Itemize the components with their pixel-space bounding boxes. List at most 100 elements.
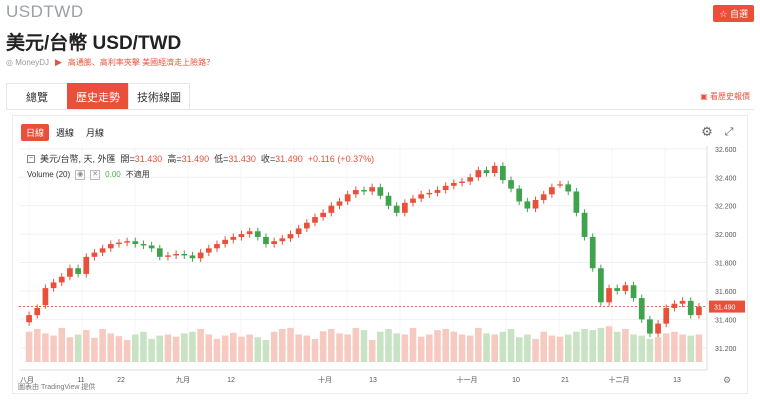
candle — [401, 202, 408, 213]
volume-bar — [393, 333, 400, 362]
close-icon[interactable]: ✕ — [90, 169, 101, 180]
add-watchlist-button[interactable]: ☆ 自選 — [713, 5, 754, 22]
y-tick-label: 32.200 — [715, 204, 737, 211]
range-tab-monthly[interactable]: 月線 — [86, 128, 105, 138]
axis-settings-icon[interactable]: ⚙ — [723, 376, 731, 386]
volume-bar — [238, 336, 245, 362]
candle — [303, 222, 310, 229]
candle — [124, 241, 130, 243]
volume-bar — [181, 333, 188, 362]
volume-bar — [548, 335, 556, 362]
volume-bar — [230, 332, 237, 362]
range-tab-weekly[interactable]: 週線 — [56, 128, 75, 138]
legend-high: 31.490 — [181, 154, 210, 164]
candle — [320, 212, 327, 218]
legend-change: +0.116 (+0.37%) — [307, 153, 375, 164]
range-tabs: 日線 週線 月線 — [21, 124, 109, 141]
tab-overview[interactable]: 總覽 — [6, 83, 68, 109]
volume-bar — [466, 335, 474, 362]
volume-bar — [499, 331, 507, 362]
x-tick-label: 八月 — [20, 376, 34, 384]
volume-bar — [679, 334, 686, 362]
candlestick-chart[interactable]: 31.200 31.400 31.600 31.800 32.000 32.200 32.4… — [13, 116, 749, 395]
volume-bar — [695, 334, 703, 362]
y-tick-label: 31.400 — [715, 317, 737, 324]
candle — [622, 285, 629, 291]
candle — [83, 256, 90, 274]
volume-bar — [630, 334, 637, 362]
play-icon: ▶ — [55, 57, 62, 67]
candle — [263, 236, 269, 245]
volume-bar — [205, 334, 213, 362]
tab-bar: 總覽 歷史走勢 技術線圖 — [6, 83, 190, 109]
volume-bar — [344, 334, 351, 362]
volume-bar — [613, 331, 621, 362]
chart-legend: − 美元/台幣, 天, 外匯 開=31.430 高=31.490 低=31.43… — [27, 152, 374, 165]
last-price-tag — [709, 300, 745, 313]
x-tick-label: 10 — [512, 377, 520, 384]
x-tick-label: 十月 — [318, 375, 332, 384]
candle — [671, 303, 678, 308]
volume-bar — [581, 329, 588, 362]
y-tick-label: 32.400 — [715, 175, 737, 182]
candle — [679, 300, 686, 304]
collapse-icon[interactable]: − — [27, 154, 35, 163]
volume-bar — [475, 327, 482, 362]
candle — [467, 177, 474, 182]
candle — [197, 252, 204, 259]
news-row: ◎ MoneyDJ ▶ 高通膨、高利率夾擊 美國經濟走上險路？ — [6, 57, 214, 68]
candle — [516, 188, 523, 202]
volume-bar — [483, 333, 490, 362]
candle — [655, 323, 661, 334]
volume-bar — [434, 330, 441, 362]
candle — [581, 212, 588, 237]
candle — [663, 308, 670, 324]
volume-bar — [417, 336, 425, 362]
history-quotes-link[interactable]: ▣ 看歷史報價 — [700, 92, 750, 101]
volume-bar — [74, 334, 82, 362]
candle — [369, 187, 376, 192]
x-tick-label: 13 — [673, 377, 681, 384]
gear-icon[interactable]: ⚙ — [701, 124, 713, 139]
tab-history[interactable]: 歷史走勢 — [67, 83, 129, 109]
candle — [687, 300, 694, 316]
volume-bar — [573, 331, 580, 362]
volume-bar — [360, 330, 368, 362]
candle — [418, 194, 425, 199]
candle — [459, 181, 465, 183]
range-tab-daily[interactable]: 日線 — [21, 124, 50, 141]
volume-bar — [671, 331, 678, 362]
volume-value: 0.00 — [105, 170, 121, 179]
candle — [67, 268, 73, 277]
candle — [565, 184, 572, 192]
volume-bar — [540, 331, 547, 362]
volume-bar — [197, 329, 204, 362]
candle — [116, 242, 122, 245]
candle — [475, 170, 482, 178]
candle — [696, 306, 702, 316]
tab-technical-chart[interactable]: 技術線圖 — [128, 83, 190, 109]
news-headline-link[interactable]: 高通膨、高利率夾擊 美國經濟走上險路？ — [67, 58, 215, 67]
volume-bar — [442, 329, 449, 362]
volume-bar — [507, 329, 515, 362]
x-tick-label: 13 — [369, 377, 377, 384]
volume-bar — [189, 331, 196, 362]
candle — [647, 319, 653, 334]
candle — [352, 190, 359, 195]
candle — [205, 248, 212, 253]
volume-bar — [687, 335, 695, 362]
volume-bar — [638, 335, 646, 362]
volume-bar — [662, 333, 670, 362]
candle — [589, 236, 596, 269]
legend-open: 31.430 — [134, 154, 163, 164]
volume-bar — [25, 331, 33, 362]
volume-bar — [262, 340, 270, 362]
candle — [434, 190, 441, 193]
volume-bar — [115, 336, 123, 362]
eye-icon[interactable]: ◉ — [75, 169, 86, 180]
candle — [361, 190, 367, 192]
expand-icon[interactable]: ⤢ — [724, 126, 734, 138]
candle — [295, 228, 302, 235]
ticker-symbol: USDTWD — [6, 2, 84, 21]
x-tick-label: 21 — [561, 377, 569, 384]
